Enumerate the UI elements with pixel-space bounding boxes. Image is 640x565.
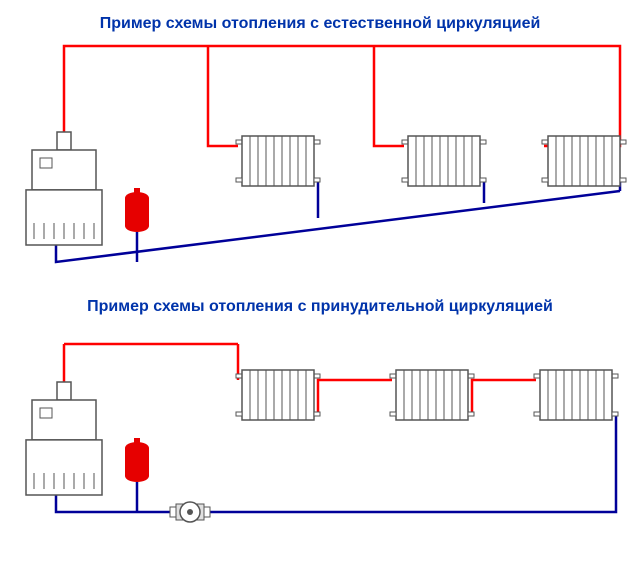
radiators-natural: [236, 136, 626, 186]
page: { "canvas": { "w": 640, "h": 565, "bg": …: [0, 0, 640, 565]
diagram-canvas: [0, 0, 640, 565]
boilers: [26, 132, 102, 495]
radiators-forced: [236, 370, 618, 420]
hot-pipes: [64, 46, 620, 415]
pump-icon: [170, 502, 210, 522]
